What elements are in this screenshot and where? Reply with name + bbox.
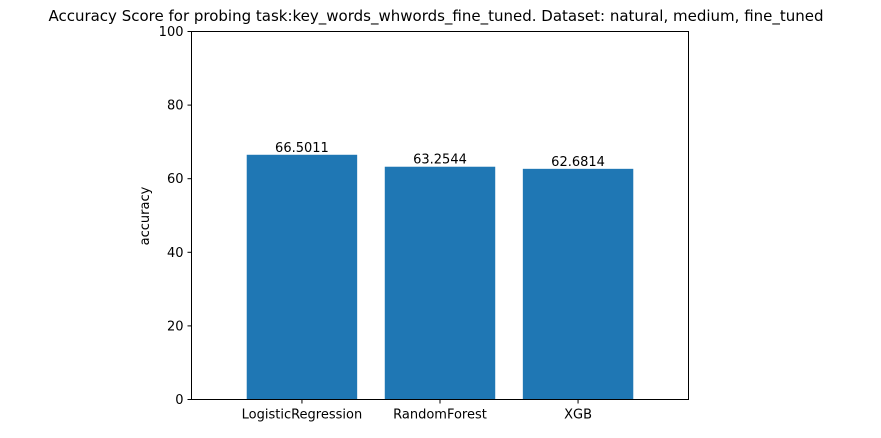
y-tick-label: 20 bbox=[167, 319, 184, 334]
x-tick-label: XGB bbox=[564, 408, 592, 423]
bar-xgb bbox=[522, 168, 634, 400]
y-tick-label: 40 bbox=[167, 246, 184, 261]
x-tick-label: RandomForest bbox=[393, 408, 487, 423]
bar-value-label: 63.2544 bbox=[413, 153, 467, 168]
bar-value-label: 66.5011 bbox=[275, 141, 329, 156]
ticks-layer: LogisticRegression RandomForest XGB 0 20 40 60… bbox=[159, 25, 592, 423]
plot-frame bbox=[191, 31, 689, 400]
bar-logisticregression bbox=[246, 154, 358, 400]
x-tick-label: LogisticRegression bbox=[242, 408, 363, 423]
y-tick-label: 100 bbox=[159, 25, 184, 40]
y-tick-label: 60 bbox=[167, 172, 184, 187]
y-tick-label: 0 bbox=[175, 393, 183, 408]
chart-title: Accuracy Score for probing task:key_word… bbox=[48, 7, 823, 26]
bar-value-label: 62.6814 bbox=[551, 155, 605, 170]
y-axis-label: accuracy bbox=[138, 186, 153, 245]
bar-randomforest bbox=[384, 166, 496, 400]
y-tick-label: 80 bbox=[167, 99, 184, 114]
bars-layer: 66.5011 63.2544 62.6814 bbox=[246, 141, 634, 400]
